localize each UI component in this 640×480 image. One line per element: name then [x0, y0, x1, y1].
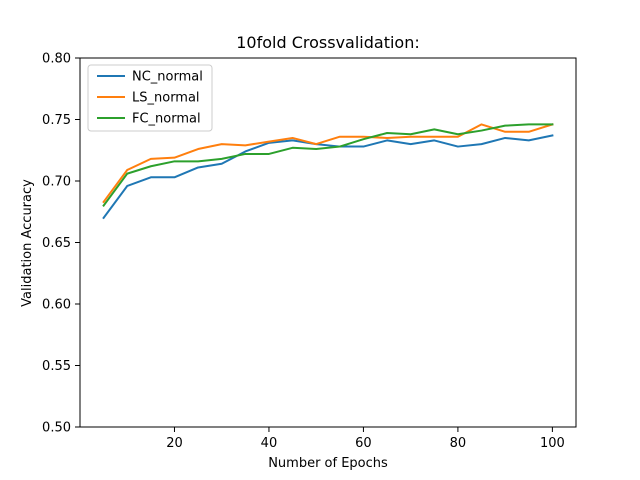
series-line-nc-normal [102, 134, 554, 220]
y-axis-label: Validation Accuracy [20, 179, 35, 307]
x-tick-label: 20 [166, 436, 183, 451]
x-tick-label: 60 [355, 436, 372, 451]
y-tick-label: 0.50 [42, 421, 71, 436]
y-tick-label: 0.80 [42, 52, 71, 67]
legend-label-fc-normal: FC_normal [132, 112, 201, 127]
y-tick-label: 0.60 [42, 298, 71, 313]
axes: 20 40 60 80 100 0.50 0.55 0.60 0.65 0.70 0.75 0.80 [42, 52, 577, 451]
plot-area [102, 123, 554, 220]
x-tick-label: 100 [540, 436, 565, 451]
series-line-ls-normal [102, 123, 554, 204]
x-axis-label: Number of Epochs [268, 456, 388, 471]
x-tick-label: 40 [261, 436, 278, 451]
x-tick-label: 80 [450, 436, 467, 451]
y-tick-label: 0.75 [42, 113, 71, 128]
y-tick-label: 0.55 [42, 359, 71, 374]
legend-label-ls-normal: LS_normal [132, 91, 200, 106]
legend: NC_normal LS_normal FC_normal [87, 64, 213, 132]
y-tick-label: 0.70 [42, 175, 71, 190]
chart-title: 10fold Crossvalidation: [236, 33, 420, 52]
series-line-fc-normal [102, 123, 554, 207]
y-tick-label: 0.65 [42, 236, 71, 251]
legend-label-nc-normal: NC_normal [132, 70, 203, 85]
legend-box [87, 64, 213, 132]
